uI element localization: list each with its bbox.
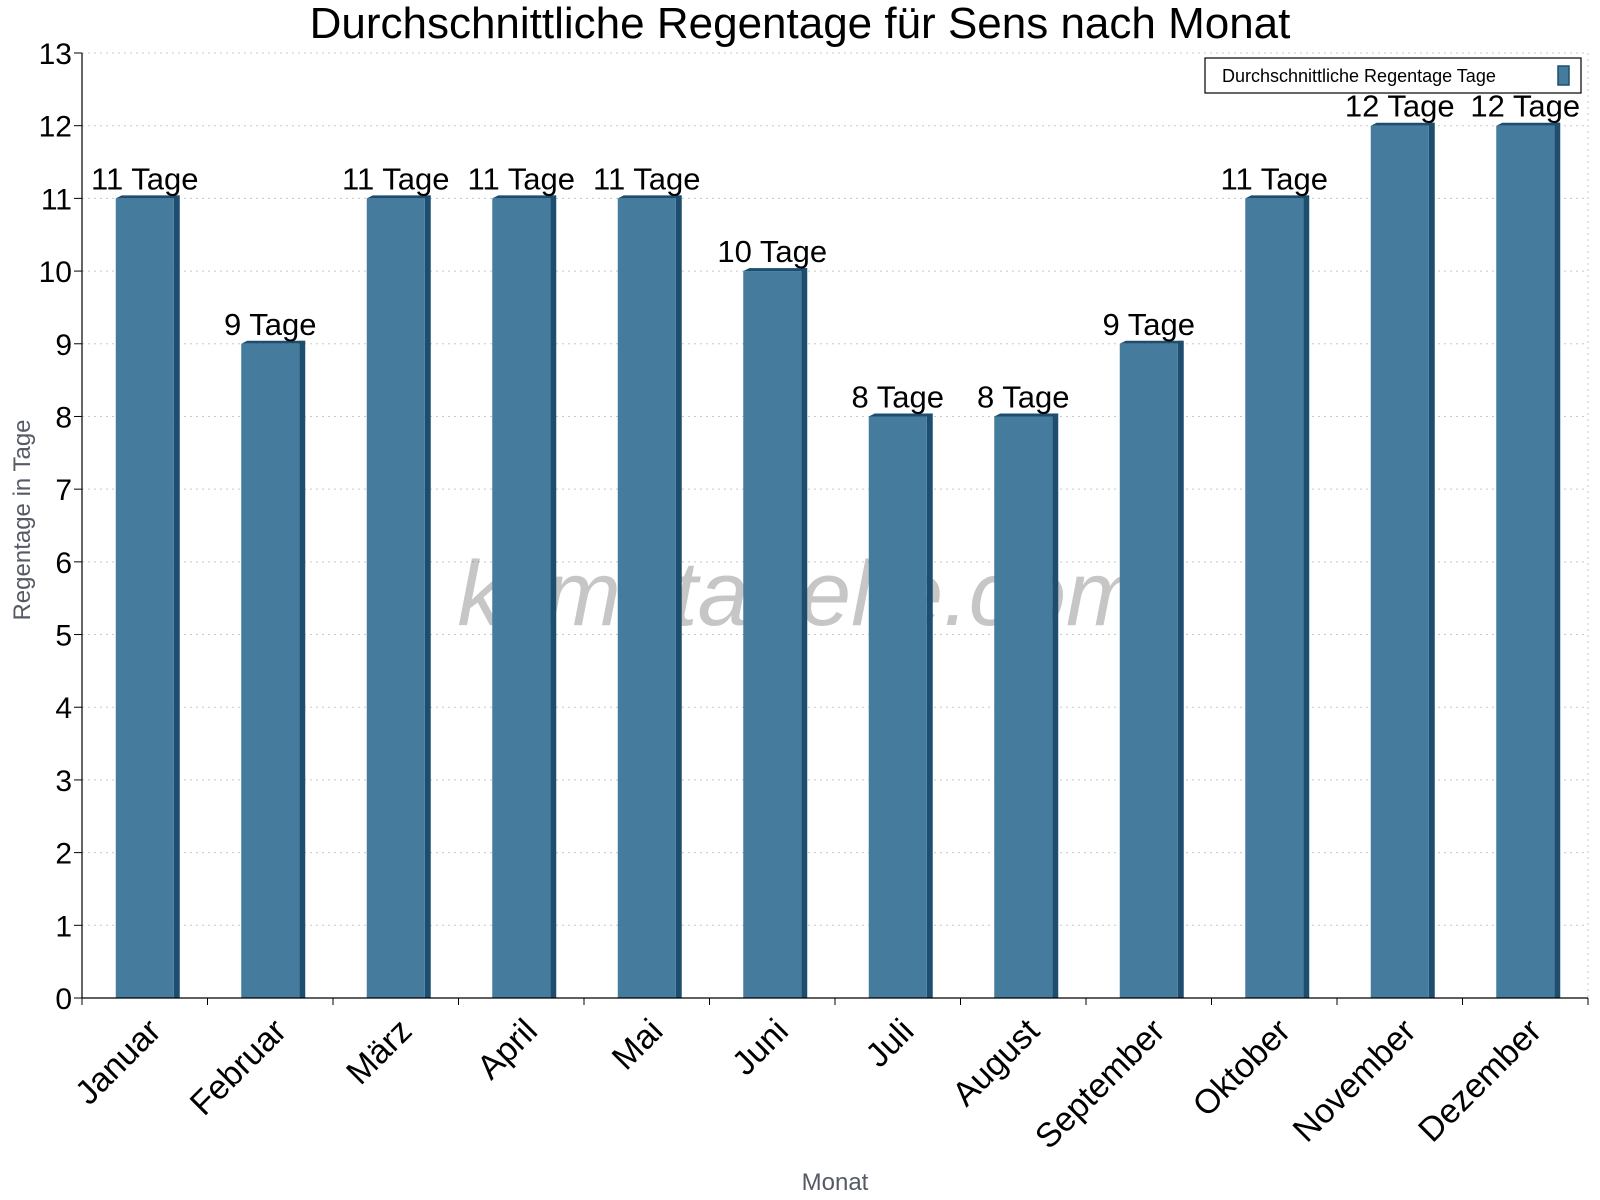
- bar-side: [550, 195, 557, 998]
- y-tick-label: 7: [55, 474, 72, 507]
- y-tick-label: 4: [55, 692, 72, 725]
- bar: [115, 198, 174, 998]
- y-axis-title: Regentage in Tage: [9, 419, 36, 620]
- data-label: 11 Tage: [91, 161, 198, 196]
- bars: [115, 122, 1561, 999]
- x-tick-label: Oktober: [1186, 1012, 1298, 1124]
- bar: [868, 416, 927, 998]
- x-tick-label: August: [945, 1011, 1047, 1113]
- grid-lines: [82, 52, 1589, 998]
- data-label: 11 Tage: [342, 161, 449, 196]
- chart-title: Durchschnittliche Regentage für Sens nac…: [310, 0, 1291, 48]
- bar: [1245, 198, 1304, 998]
- bar-top: [241, 340, 306, 344]
- data-labels: 11 Tage 9 Tage 11 Tage 11 Tage 11 Tage 10 Tag…: [91, 89, 1580, 415]
- bar-side: [424, 195, 431, 998]
- y-tick-label: 10: [39, 256, 72, 289]
- bar: [492, 198, 551, 998]
- bar-side: [1052, 413, 1059, 998]
- bar-side: [675, 195, 682, 998]
- bar-top: [115, 195, 180, 199]
- data-label: 8 Tage: [977, 379, 1070, 414]
- y-tick-label: 13: [39, 38, 72, 71]
- legend: Durchschnittliche Regentage Tage: [1204, 57, 1582, 94]
- bar-top: [1245, 195, 1310, 199]
- bar-side: [1303, 195, 1310, 998]
- y-tick-label: 1: [55, 910, 72, 943]
- x-axis-title: Monat: [802, 1169, 869, 1196]
- x-tick-label: Dezember: [1411, 1012, 1549, 1150]
- x-tick-label: Januar: [68, 1012, 168, 1112]
- bar-top: [617, 195, 682, 199]
- bar-top: [492, 195, 557, 199]
- bar-top: [868, 413, 933, 417]
- y-tick-label: 0: [55, 983, 72, 1016]
- y-tick-label: 3: [55, 765, 72, 798]
- bar: [366, 198, 425, 998]
- data-label: 11 Tage: [1221, 161, 1328, 196]
- bar: [994, 416, 1053, 998]
- bar: [1119, 343, 1178, 998]
- x-tick-label: Februar: [183, 1012, 294, 1123]
- y-tick-label: 5: [55, 620, 72, 653]
- bar-top: [743, 268, 808, 272]
- y-tick-label: 2: [55, 838, 72, 871]
- bar: [241, 343, 300, 998]
- bar-top: [1496, 122, 1561, 126]
- legend-box: [1204, 57, 1582, 94]
- bar: [1370, 125, 1429, 998]
- data-label: 8 Tage: [851, 379, 944, 414]
- y-tick-label: 12: [39, 111, 72, 144]
- bar-top: [994, 413, 1059, 417]
- data-label: 9 Tage: [1102, 307, 1195, 342]
- y-tick-label: 11: [41, 183, 72, 216]
- bar-side: [801, 268, 808, 999]
- data-label: 9 Tage: [224, 307, 317, 342]
- data-label: 10 Tage: [717, 234, 827, 269]
- axes: [74, 52, 1589, 1005]
- x-tick-label: November: [1286, 1012, 1424, 1150]
- bar-side: [299, 340, 306, 998]
- data-label: 12 Tage: [1345, 89, 1455, 124]
- legend-entry-label: Durchschnittliche Regentage Tage: [1222, 66, 1496, 86]
- bar-side: [1428, 122, 1435, 998]
- bar-top: [1119, 340, 1184, 344]
- bar-top: [366, 195, 431, 199]
- data-label: 11 Tage: [593, 161, 700, 196]
- data-label: 11 Tage: [468, 161, 575, 196]
- x-tick-label: September: [1028, 1012, 1172, 1156]
- x-tick-label: April: [470, 1012, 545, 1087]
- y-tick-label: 9: [55, 329, 72, 362]
- bar-side: [173, 195, 180, 998]
- x-tick-label: Juni: [725, 1012, 796, 1083]
- x-tick-label: Mai: [605, 1012, 671, 1078]
- bar: [743, 271, 802, 999]
- legend-swatch: [1557, 65, 1570, 86]
- bar-side: [1177, 340, 1184, 998]
- bar-side: [1554, 122, 1561, 998]
- data-label: 12 Tage: [1470, 89, 1580, 124]
- bar-side: [926, 413, 933, 998]
- y-tick-label: 8: [55, 401, 72, 434]
- bar-top: [1370, 122, 1435, 126]
- y-tick-label: 6: [55, 547, 72, 580]
- bar: [617, 198, 676, 998]
- x-tick-label: Juli: [858, 1012, 921, 1075]
- bar: [1496, 125, 1555, 998]
- x-tick-label: März: [339, 1012, 419, 1092]
